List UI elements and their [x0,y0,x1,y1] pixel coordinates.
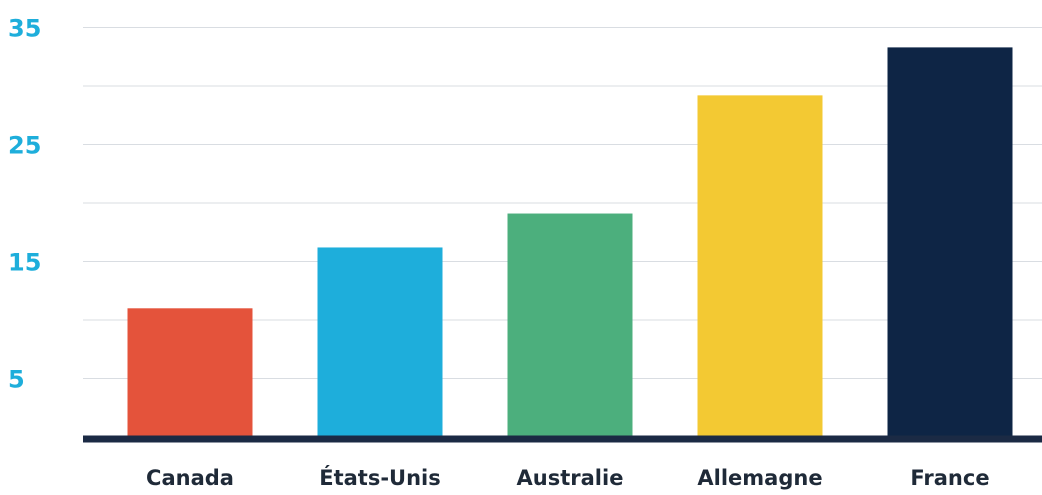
bar-allemagne [697,95,823,438]
y-tick-label: 35 [8,15,41,43]
x-tick-label: États-Unis [319,465,441,490]
y-axis-ticks: 5 15 25 35 [8,15,41,394]
y-tick-label: 15 [8,249,41,277]
bar-canada [127,308,253,437]
x-tick-label: France [910,466,989,490]
bar-france [887,47,1013,437]
y-tick-label: 5 [8,366,25,394]
y-tick-label: 25 [8,132,41,160]
x-tick-label: Allemagne [697,466,822,490]
bar--tats-unis [317,247,443,437]
bars [127,47,1013,438]
bar-australie [507,213,633,437]
x-tick-label: Canada [146,466,234,490]
x-tick-label: Australie [517,466,624,490]
x-axis-labels: Canada États-Unis Australie Allemagne France [146,465,990,490]
